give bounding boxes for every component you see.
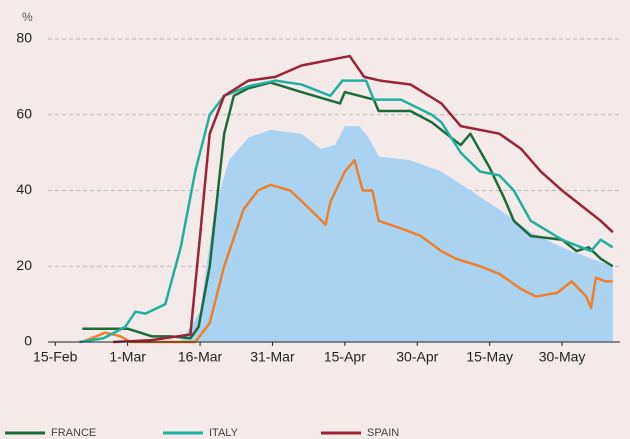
x-tick-label: 15-Apr [324, 349, 366, 365]
line [82, 81, 614, 340]
x-tick-label: 15-May [466, 349, 513, 365]
x-tick-label: 15-Feb [33, 349, 78, 365]
line [79, 79, 614, 344]
y-tick-label: 60 [16, 105, 32, 121]
x-tick-label: 30-Apr [396, 349, 438, 365]
legend-label: FRANCE [51, 427, 96, 439]
line [113, 54, 614, 344]
legend-label: ITALY [209, 427, 239, 439]
y-axis-label: % [22, 10, 33, 24]
legend-label: SPAIN [367, 427, 399, 439]
x-tick-label: 1-Mar [109, 349, 146, 365]
y-tick-label: 80 [16, 30, 32, 46]
x-tick-label: 16-Mar [178, 349, 223, 365]
y-tick-label: 40 [16, 181, 32, 197]
y-tick-label: 0 [24, 333, 32, 349]
line [81, 158, 613, 344]
area [180, 126, 613, 342]
x-tick-label: 31-Mar [250, 349, 295, 365]
x-tick-label: 30-May [539, 349, 586, 365]
y-tick-label: 20 [16, 257, 32, 273]
